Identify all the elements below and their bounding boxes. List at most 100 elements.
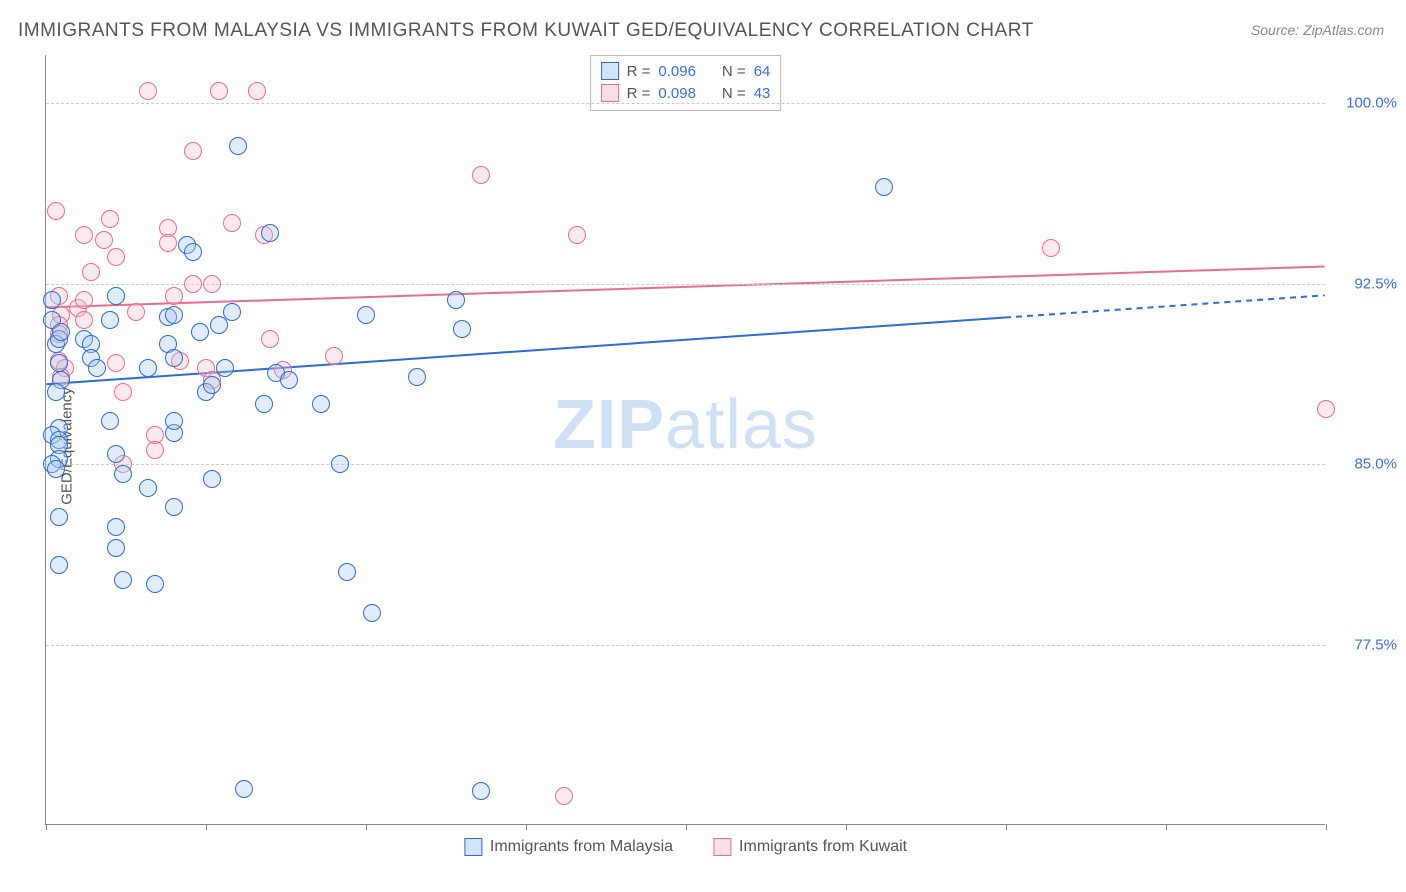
data-point-malaysia (50, 508, 68, 526)
x-tick (526, 824, 527, 830)
data-point-malaysia (165, 349, 183, 367)
data-point-malaysia (114, 571, 132, 589)
data-point-malaysia (107, 287, 125, 305)
watermark-suffix: atlas (665, 385, 818, 463)
data-point-kuwait (1317, 400, 1335, 418)
chart-title: IMMIGRANTS FROM MALAYSIA VS IMMIGRANTS F… (18, 20, 1034, 42)
data-point-kuwait (184, 275, 202, 293)
data-point-kuwait (184, 142, 202, 160)
data-point-kuwait (472, 166, 490, 184)
data-point-malaysia (47, 460, 65, 478)
data-point-kuwait (261, 330, 279, 348)
data-point-malaysia (146, 575, 164, 593)
x-tick (206, 824, 207, 830)
x-tick (1326, 824, 1327, 830)
y-tick-label: 77.5% (1354, 636, 1397, 653)
data-point-malaysia (229, 137, 247, 155)
data-point-kuwait (75, 311, 93, 329)
r-value: 0.098 (658, 85, 696, 102)
swatch-kuwait (601, 84, 619, 102)
data-point-malaysia (331, 455, 349, 473)
data-point-malaysia (50, 556, 68, 574)
data-point-malaysia (88, 359, 106, 377)
gridline (46, 103, 1325, 104)
data-point-malaysia (107, 445, 125, 463)
data-point-malaysia (255, 395, 273, 413)
r-label: R = (627, 63, 651, 80)
data-point-kuwait (139, 82, 157, 100)
data-point-malaysia (408, 368, 426, 386)
n-value: 64 (754, 63, 771, 80)
data-point-malaysia (101, 311, 119, 329)
data-point-malaysia (191, 323, 209, 341)
gridline (46, 284, 1325, 285)
data-point-kuwait (107, 248, 125, 266)
n-label: N = (722, 63, 746, 80)
data-point-kuwait (82, 263, 100, 281)
legend-row-malaysia: R = 0.096 N = 64 (601, 60, 771, 82)
data-point-malaysia (223, 303, 241, 321)
data-point-kuwait (223, 214, 241, 232)
series-legend-item-malaysia: Immigrants from Malaysia (464, 838, 673, 856)
data-point-malaysia (107, 518, 125, 536)
y-tick-label: 100.0% (1346, 95, 1397, 112)
series-label: Immigrants from Kuwait (739, 838, 907, 856)
data-point-malaysia (165, 412, 183, 430)
trend-line-malaysia-extrapolated (1005, 295, 1325, 317)
data-point-malaysia (47, 383, 65, 401)
x-tick (1006, 824, 1007, 830)
data-point-kuwait (101, 210, 119, 228)
data-point-kuwait (75, 226, 93, 244)
series-legend-item-kuwait: Immigrants from Kuwait (713, 838, 907, 856)
watermark-prefix: ZIP (553, 385, 665, 463)
data-point-malaysia (447, 291, 465, 309)
data-point-malaysia (280, 371, 298, 389)
r-value: 0.096 (658, 63, 696, 80)
data-point-malaysia (43, 291, 61, 309)
gridline (46, 464, 1325, 465)
data-point-malaysia (107, 539, 125, 557)
data-point-malaysia (165, 498, 183, 516)
x-tick (366, 824, 367, 830)
gridline (46, 645, 1325, 646)
data-point-malaysia (216, 359, 234, 377)
x-tick (1166, 824, 1167, 830)
data-point-kuwait (325, 347, 343, 365)
data-point-malaysia (52, 323, 70, 341)
data-point-kuwait (127, 303, 145, 321)
data-point-malaysia (357, 306, 375, 324)
trend-line-malaysia (46, 318, 1005, 385)
data-point-malaysia (165, 306, 183, 324)
data-point-malaysia (363, 604, 381, 622)
data-point-malaysia (101, 412, 119, 430)
watermark: ZIPatlas (553, 384, 818, 464)
data-point-malaysia (114, 465, 132, 483)
n-value: 43 (754, 85, 771, 102)
data-point-kuwait (75, 291, 93, 309)
data-point-kuwait (159, 234, 177, 252)
data-point-kuwait (95, 231, 113, 249)
series-label: Immigrants from Malaysia (490, 838, 673, 856)
chart-container: IMMIGRANTS FROM MALAYSIA VS IMMIGRANTS F… (0, 0, 1406, 892)
data-point-malaysia (472, 782, 490, 800)
swatch-malaysia (601, 62, 619, 80)
data-point-kuwait (1042, 239, 1060, 257)
data-point-kuwait (114, 383, 132, 401)
data-point-malaysia (312, 395, 330, 413)
swatch-kuwait (713, 838, 731, 856)
data-point-kuwait (203, 275, 221, 293)
series-legend: Immigrants from Malaysia Immigrants from … (464, 838, 907, 856)
data-point-malaysia (453, 320, 471, 338)
y-tick-label: 92.5% (1354, 275, 1397, 292)
data-point-malaysia (261, 224, 279, 242)
data-point-kuwait (146, 441, 164, 459)
data-point-kuwait (107, 354, 125, 372)
r-label: R = (627, 85, 651, 102)
swatch-malaysia (464, 838, 482, 856)
x-tick (686, 824, 687, 830)
data-point-kuwait (568, 226, 586, 244)
y-tick-label: 85.0% (1354, 456, 1397, 473)
data-point-malaysia (139, 359, 157, 377)
data-point-kuwait (47, 202, 65, 220)
plot-area: ZIPatlas R =0.096N =64R =0.098N =43 Immi… (45, 55, 1325, 825)
